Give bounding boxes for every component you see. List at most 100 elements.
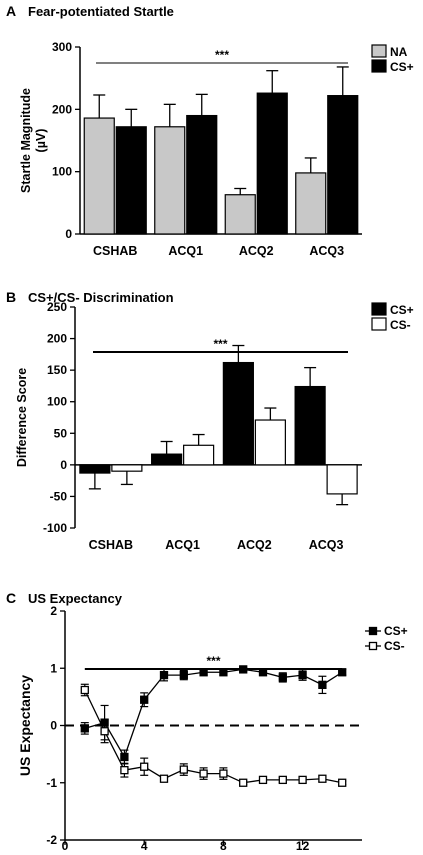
x-category-label: ACQ2 (237, 538, 272, 552)
data-point (140, 695, 149, 704)
significance-label: *** (206, 654, 220, 668)
data-point (338, 668, 347, 677)
chart-title: US Expectancy (28, 591, 123, 606)
data-point (318, 680, 327, 690)
y-axis-label: Difference Score (15, 368, 29, 467)
data-point (199, 668, 208, 677)
panel-letter: A (6, 3, 16, 19)
x-category-label: ACQ3 (309, 538, 344, 552)
series-line (84, 668, 343, 759)
data-point (120, 766, 129, 775)
bar (83, 117, 115, 235)
data-point (258, 775, 268, 785)
data-point (219, 668, 228, 677)
chart-title: Fear-potentiated Startle (28, 4, 174, 19)
data-point (159, 774, 169, 783)
panel-c-us-expectancy: C US Expectancy -2 -1 0 1 2 0 4 8 12 US Expectancy *… (0, 578, 423, 853)
legend-label: CS+ (384, 624, 408, 638)
y-tick-label: 200 (47, 332, 67, 346)
x-tick-label: 8 (220, 839, 227, 850)
data-point (179, 765, 188, 774)
y-axis-label: US Expectancy (17, 675, 33, 776)
y-tick-label: -2 (46, 833, 57, 847)
legend-swatch (371, 59, 387, 73)
y-tick-label: 0 (65, 227, 72, 241)
y-tick-label: -1 (46, 776, 57, 790)
y-tick-label: 100 (52, 165, 72, 179)
legend-label: NA (390, 45, 408, 59)
data-point (239, 778, 248, 787)
panel-a-fear-potentiated-startle: A Fear-potentiated Startle 0 100 200 300 Start… (0, 0, 423, 275)
y-tick-label: -50 (50, 489, 68, 503)
bar (326, 464, 358, 495)
bar (115, 126, 147, 235)
legend-label: CS- (384, 639, 405, 653)
panel-b-discrimination: B CS+/CS- Discrimination -100 -50 0 50 100 150 2… (0, 285, 423, 570)
legend-label: CS+ (390, 60, 414, 74)
data-point (278, 775, 287, 785)
y-axis-label: Startle Magnitude (19, 88, 33, 193)
bar (154, 126, 186, 235)
legend-marker (368, 641, 378, 651)
bar (111, 464, 143, 472)
data-point (318, 774, 327, 783)
y-tick-label: 2 (50, 604, 57, 618)
x-category-label: ACQ2 (239, 244, 274, 258)
bar (183, 444, 215, 466)
bar (222, 361, 254, 466)
data-point (298, 775, 307, 785)
y-tick-label: 100 (47, 395, 67, 409)
data-point (258, 668, 268, 677)
legend-swatch (371, 302, 387, 316)
data-point (239, 665, 248, 674)
data-point (338, 778, 347, 787)
x-tick-label: 4 (141, 839, 148, 850)
legend-swatch (371, 317, 387, 331)
significance-label: *** (213, 337, 227, 351)
data-point (80, 685, 89, 695)
y-tick-label: 200 (52, 102, 72, 116)
data-point (179, 670, 188, 680)
bar (224, 194, 256, 235)
bar (327, 95, 359, 235)
y-tick-label: 50 (54, 426, 68, 440)
y-tick-label: 250 (47, 300, 67, 314)
data-point (100, 727, 109, 736)
chart-title: CS+/CS- Discrimination (28, 290, 174, 305)
legend-label: CS+ (390, 303, 414, 317)
bar (186, 114, 218, 235)
bar (151, 453, 183, 466)
legend-marker (368, 626, 378, 636)
data-point (159, 670, 169, 680)
x-tick-label: 0 (62, 839, 69, 850)
y-axis-unit: (µV) (34, 129, 48, 153)
chart-b-svg: B CS+/CS- Discrimination -100 -50 0 50 100 150 2… (6, 289, 414, 552)
data-point (199, 769, 208, 778)
x-category-label: CSHAB (89, 538, 133, 552)
x-tick-label: 12 (296, 839, 310, 850)
y-tick-label: -100 (43, 521, 67, 535)
bar (295, 172, 327, 235)
x-category-label: ACQ1 (165, 538, 200, 552)
bar (254, 419, 286, 466)
y-tick-label: 300 (52, 40, 72, 54)
data-point (120, 752, 129, 762)
significance-label: *** (215, 48, 229, 62)
x-category-label: CSHAB (93, 244, 137, 258)
x-category-label: ACQ3 (309, 244, 344, 258)
bar (256, 92, 288, 235)
data-point (140, 762, 149, 771)
data-point (219, 769, 228, 778)
y-tick-label: 0 (60, 458, 67, 472)
data-point (80, 724, 89, 733)
y-tick-label: 0 (50, 719, 57, 733)
panel-letter: B (6, 289, 16, 305)
y-tick-label: 150 (47, 363, 67, 377)
chart-a-svg: A Fear-potentiated Startle 0 100 200 300 Start… (6, 3, 414, 258)
data-point (278, 673, 287, 682)
y-tick-label: 1 (50, 661, 57, 675)
legend-swatch (371, 44, 387, 58)
x-category-label: ACQ1 (168, 244, 203, 258)
bar (294, 385, 326, 466)
